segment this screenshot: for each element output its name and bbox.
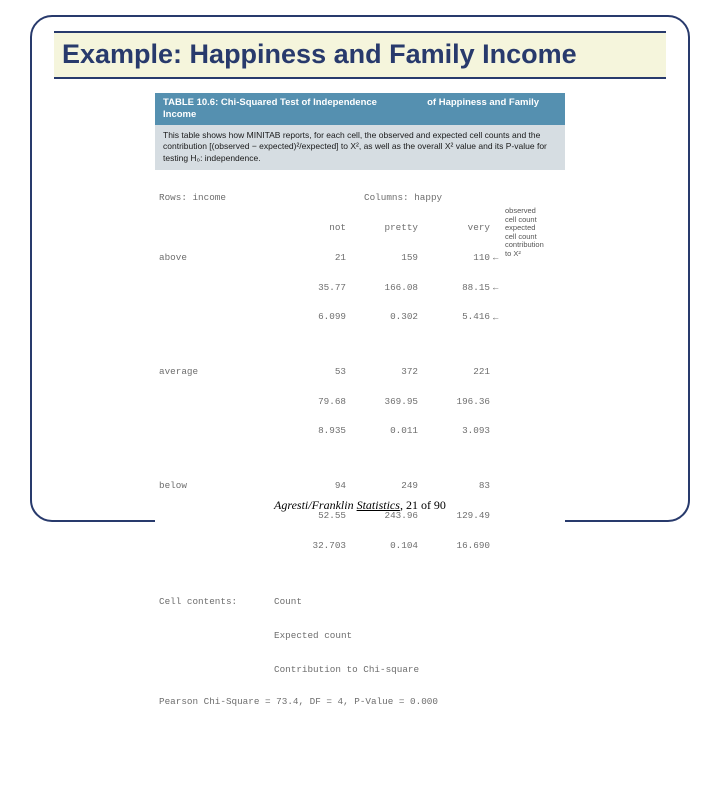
cols-label: Columns: happy [346,191,418,206]
row-label-below: below [159,479,274,494]
cell-contrib: 0.302 [346,310,418,325]
cell-contents-item: Expected count [274,629,352,644]
col-header: not [274,221,346,236]
pearson-line: Pearson Chi-Square = 73.4, DF = 4, P-Val… [159,695,561,710]
cell-obs: 372 [346,365,418,380]
cell-exp: 166.08 [346,281,418,296]
cell-contrib: 0.011 [346,424,418,439]
row-label-above: above [159,251,274,266]
cell-obs: 249 [346,479,418,494]
col-header: pretty [346,221,418,236]
footer-source: Agresti/Franklin Statistics, [274,498,403,512]
cell-contrib: 8.935 [274,424,346,439]
row-label-average: average [159,365,274,380]
arrow-icon: ← [493,281,498,295]
arrow-icon: ← [493,311,498,325]
cell-exp: 35.77 [274,281,346,296]
cell-obs: 21 [274,251,346,266]
cell-contents-label: Cell contents: [159,595,274,610]
cell-exp: 369.95 [346,395,418,410]
cell-exp: 79.68 [274,395,346,410]
cell-contents-item: Contribution to Chi-square [274,663,419,678]
cell-obs: 221 [418,365,490,380]
rows-label: Rows: income [159,191,274,206]
footer-page: 21 of 90 [403,498,446,512]
annotation-contrib: contribution to X² [505,241,544,258]
cell-obs: 94 [274,479,346,494]
arrow-icon: ← [493,251,498,265]
cell-obs: 53 [274,365,346,380]
figure-caption: This table shows how MINITAB reports, fo… [155,125,565,170]
annotation-observed: observed cell count [505,207,537,224]
cell-contrib: 5.416 [418,310,490,325]
figure-header: TABLE 10.6: Chi-Squared Test of Independ… [155,93,565,125]
figure-table-10-6: TABLE 10.6: Chi-Squared Test of Independ… [155,93,565,801]
cell-exp: 196.36 [418,395,490,410]
slide-footer: Agresti/Franklin Statistics, 21 of 90 [32,498,688,513]
cell-contrib: 0.104 [346,539,418,554]
col-header: very [418,221,490,236]
cell-contents-item: Count [274,595,302,610]
cell-obs: 110 [418,251,490,266]
cell-obs: 83 [418,479,490,494]
cell-contrib: 3.093 [418,424,490,439]
title-block: Example: Happiness and Family Income [54,31,666,79]
cell-contrib: 32.703 [274,539,346,554]
slide-frame: Example: Happiness and Family Income TAB… [30,15,690,522]
cell-contrib: 16.690 [418,539,490,554]
minitab-output: Rows: income Columns: happy notprettyvery… [155,170,565,801]
cell-contrib: 6.099 [274,310,346,325]
annotation-expected: expected cell count [505,224,537,241]
slide-title: Example: Happiness and Family Income [62,39,658,69]
cell-obs: 159 [346,251,418,266]
cell-exp: 88.15 [418,281,490,296]
